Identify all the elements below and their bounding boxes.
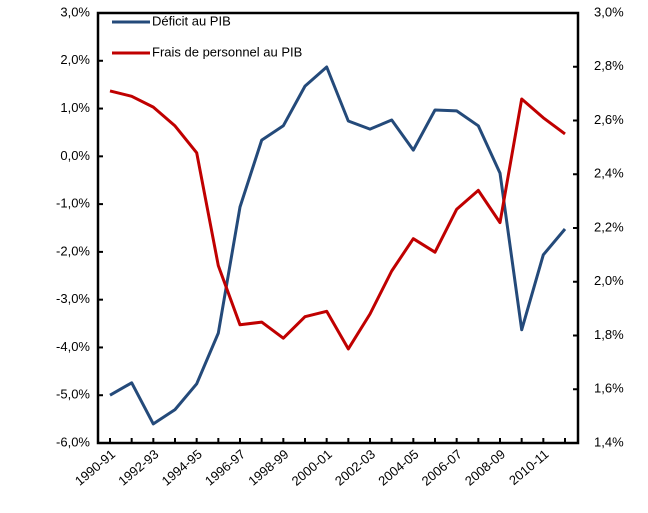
y2-tick-label: 1,4% (594, 434, 624, 449)
y-tick-label: 2,0% (60, 52, 90, 67)
plot-frame (96, 11, 580, 445)
x-tick-label: 2004-05 (375, 446, 421, 488)
y-tick-label: -2,0% (56, 243, 90, 258)
y2-tick-label: 1,6% (594, 381, 624, 396)
y2-tick-label: 2,6% (594, 112, 624, 127)
x-tick-label: 1998-99 (245, 446, 291, 488)
x-tick-label: 2008-09 (462, 446, 508, 488)
y-tick-label: 3,0% (60, 4, 90, 19)
y2-tick-label: 2,8% (594, 58, 624, 73)
x-tick-label: 1996-97 (202, 446, 248, 488)
y2-tick-label: 2,2% (594, 219, 624, 234)
y-tick-label: 0,0% (60, 148, 90, 163)
series-line (109, 65, 567, 426)
y-tick-label: 1,0% (60, 100, 90, 115)
y-tick-label: -4,0% (56, 339, 90, 354)
y2-tick-label: 2,0% (594, 273, 624, 288)
y2-tick-label: 1,8% (594, 327, 624, 342)
y-tick-label: -1,0% (56, 196, 90, 211)
x-tick-label: 2000-01 (289, 446, 335, 488)
y2-tick-label: 2,4% (594, 166, 624, 181)
x-tick-label: 2006-07 (419, 446, 465, 488)
x-tick-label: 2002-03 (332, 446, 378, 488)
legend-label: Frais de personnel au PIB (152, 44, 302, 59)
legend-label: Déficit au PIB (152, 13, 231, 28)
x-tick-label: 1992-93 (115, 446, 161, 488)
y-tick-label: -3,0% (56, 291, 90, 306)
x-tick-label: 2010-11 (506, 446, 551, 488)
y-tick-label: -5,0% (56, 387, 90, 402)
y2-tick-label: 3,0% (594, 4, 624, 19)
y-tick-label: -6,0% (56, 434, 90, 449)
x-tick-label: 1994-95 (159, 446, 205, 488)
series-line (109, 89, 566, 351)
x-tick-label: 1990-91 (72, 446, 118, 488)
